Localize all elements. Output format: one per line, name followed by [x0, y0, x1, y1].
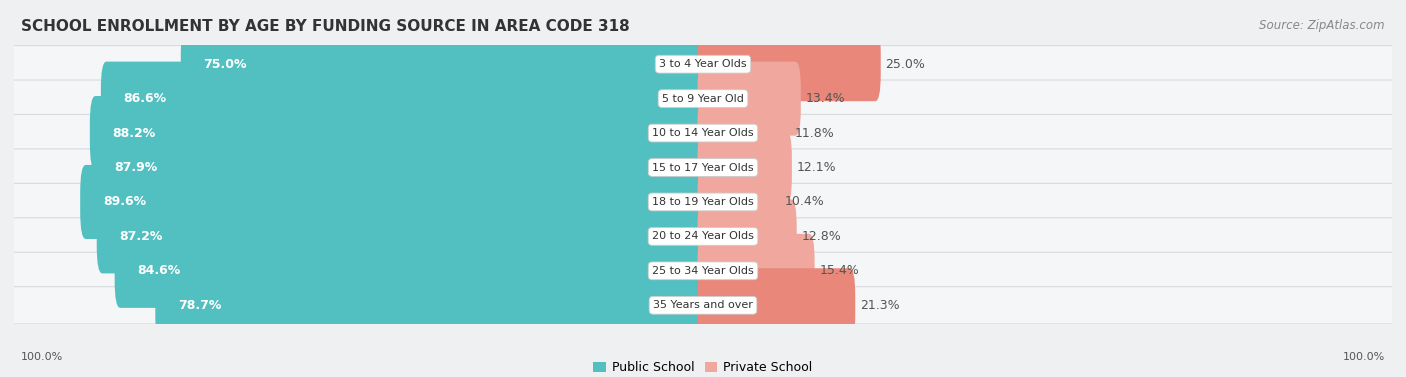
FancyBboxPatch shape	[155, 268, 709, 342]
Text: 88.2%: 88.2%	[112, 127, 156, 139]
FancyBboxPatch shape	[97, 199, 709, 273]
Text: 89.6%: 89.6%	[103, 195, 146, 208]
Text: 3 to 4 Year Olds: 3 to 4 Year Olds	[659, 59, 747, 69]
FancyBboxPatch shape	[0, 80, 1406, 117]
Text: 100.0%: 100.0%	[1343, 352, 1385, 362]
FancyBboxPatch shape	[697, 268, 855, 342]
Text: 15 to 17 Year Olds: 15 to 17 Year Olds	[652, 162, 754, 173]
Text: 84.6%: 84.6%	[138, 264, 180, 277]
Text: 11.8%: 11.8%	[794, 127, 834, 139]
Text: SCHOOL ENROLLMENT BY AGE BY FUNDING SOURCE IN AREA CODE 318: SCHOOL ENROLLMENT BY AGE BY FUNDING SOUR…	[21, 19, 630, 34]
Text: 78.7%: 78.7%	[179, 299, 221, 312]
Text: 25 to 34 Year Olds: 25 to 34 Year Olds	[652, 266, 754, 276]
FancyBboxPatch shape	[80, 165, 709, 239]
FancyBboxPatch shape	[101, 61, 709, 136]
Legend: Public School, Private School: Public School, Private School	[588, 356, 818, 377]
Text: 35 Years and over: 35 Years and over	[652, 300, 754, 310]
Text: 87.2%: 87.2%	[120, 230, 163, 243]
FancyBboxPatch shape	[181, 27, 709, 101]
FancyBboxPatch shape	[0, 287, 1406, 324]
FancyBboxPatch shape	[0, 115, 1406, 152]
Text: 86.6%: 86.6%	[124, 92, 167, 105]
Text: 25.0%: 25.0%	[886, 58, 925, 70]
Text: 15.4%: 15.4%	[820, 264, 859, 277]
Text: Source: ZipAtlas.com: Source: ZipAtlas.com	[1260, 19, 1385, 32]
Text: 12.8%: 12.8%	[801, 230, 841, 243]
Text: 75.0%: 75.0%	[204, 58, 247, 70]
Text: 12.1%: 12.1%	[797, 161, 837, 174]
Text: 87.9%: 87.9%	[115, 161, 157, 174]
FancyBboxPatch shape	[0, 46, 1406, 83]
Text: 10.4%: 10.4%	[785, 195, 825, 208]
FancyBboxPatch shape	[697, 96, 790, 170]
FancyBboxPatch shape	[697, 61, 801, 136]
Text: 13.4%: 13.4%	[806, 92, 845, 105]
Text: 100.0%: 100.0%	[21, 352, 63, 362]
FancyBboxPatch shape	[697, 130, 792, 205]
FancyBboxPatch shape	[91, 130, 709, 205]
Text: 10 to 14 Year Olds: 10 to 14 Year Olds	[652, 128, 754, 138]
Text: 20 to 24 Year Olds: 20 to 24 Year Olds	[652, 231, 754, 241]
Text: 21.3%: 21.3%	[860, 299, 900, 312]
FancyBboxPatch shape	[90, 96, 709, 170]
FancyBboxPatch shape	[697, 199, 797, 273]
Text: 5 to 9 Year Old: 5 to 9 Year Old	[662, 93, 744, 104]
FancyBboxPatch shape	[0, 252, 1406, 290]
FancyBboxPatch shape	[115, 234, 709, 308]
FancyBboxPatch shape	[0, 218, 1406, 255]
Text: 18 to 19 Year Olds: 18 to 19 Year Olds	[652, 197, 754, 207]
FancyBboxPatch shape	[0, 183, 1406, 221]
FancyBboxPatch shape	[697, 27, 880, 101]
FancyBboxPatch shape	[697, 165, 780, 239]
FancyBboxPatch shape	[0, 149, 1406, 186]
FancyBboxPatch shape	[697, 234, 814, 308]
